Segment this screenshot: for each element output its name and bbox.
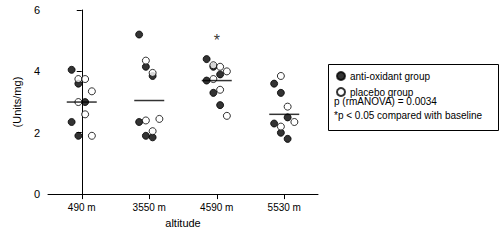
svg-text:placebo group: placebo group bbox=[350, 87, 414, 98]
svg-text:4: 4 bbox=[34, 65, 40, 77]
svg-text:altitude: altitude bbox=[165, 217, 200, 229]
svg-text:490 m: 490 m bbox=[68, 202, 96, 213]
svg-text:3550 m: 3550 m bbox=[133, 202, 166, 213]
svg-text:0: 0 bbox=[34, 188, 40, 200]
svg-text:2: 2 bbox=[34, 127, 40, 139]
svg-text:p (rmANOVA) = 0.0034: p (rmANOVA) = 0.0034 bbox=[334, 95, 437, 107]
svg-text:(Units/mg): (Units/mg) bbox=[11, 77, 23, 128]
svg-text:*: * bbox=[214, 32, 220, 49]
svg-text:4590 m: 4590 m bbox=[200, 202, 233, 213]
svg-text:*p < 0.05 compared with baseli: *p < 0.05 compared with baseline bbox=[334, 110, 483, 121]
svg-text:5530 m: 5530 m bbox=[268, 202, 301, 213]
svg-text:6: 6 bbox=[34, 4, 40, 16]
svg-text:anti-oxidant group: anti-oxidant group bbox=[350, 71, 430, 82]
